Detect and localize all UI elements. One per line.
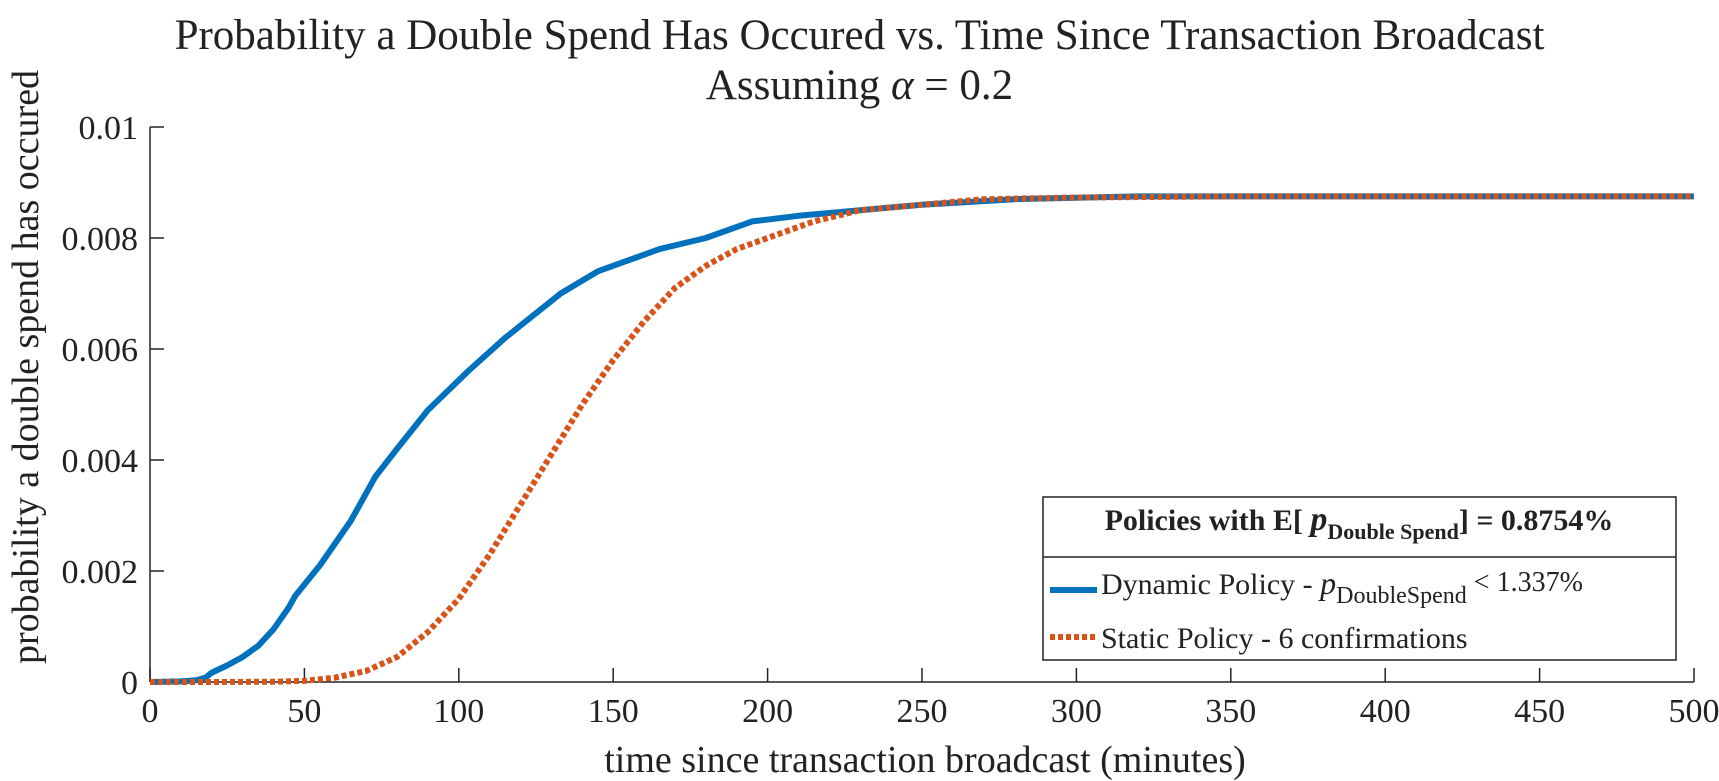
x-tick-label: 0 [142,693,159,730]
legend-dynamic-prefix: Dynamic Policy - [1101,568,1320,601]
series-layer [149,193,1694,685]
legend-title-suffix: ] = 0.8754% [1459,504,1614,537]
y-tick-label: 0.006 [62,332,139,369]
legend-dynamic-sub: DoubleSpend [1336,583,1467,609]
y-tick-label: 0.01 [79,110,139,147]
chart-subtitle-suffix: = 0.2 [913,62,1014,109]
x-tick-label: 150 [588,693,639,730]
x-tick-label: 300 [1051,693,1102,730]
legend-box [1042,496,1677,661]
x-tick-label: 450 [1514,693,1565,730]
x-tick-label: 100 [433,693,484,730]
legend-title: Policies with E[ pDouble Spend] = 0.8754… [1105,501,1614,544]
chart-subtitle-prefix: Assuming [705,62,892,109]
chart-subtitle: Assuming α = 0.2 [0,62,1719,110]
alpha-symbol: α [891,62,914,109]
x-tick-label: 350 [1205,693,1256,730]
legend-title-sub: Double Spend [1327,519,1458,544]
chart-title: Probability a Double Spend Has Occured v… [174,12,1545,59]
y-axis-label: probability a double spend has occured [5,70,47,664]
y-tick-label: 0 [121,665,138,702]
y-tick-label: 0.008 [62,221,139,258]
legend-title-p: p [1307,501,1327,538]
axes: 0 50 100 150 200 250 300 350 400 450 500 0 0.002 0.00… [62,110,1719,730]
x-tick-label: 500 [1669,693,1719,730]
legend: Policies with E[ pDouble Spend] = 0.8754… [1042,496,1677,661]
x-tick-label: 250 [897,693,948,730]
legend-title-prefix: Policies with E[ [1105,504,1311,537]
legend-label-dynamic: Dynamic Policy - pDoubleSpend < 1.337% [1101,565,1583,609]
x-axis-label: time since transaction broadcast (minute… [604,739,1246,781]
y-tick-label: 0.004 [62,443,139,480]
x-tick-label: 200 [742,693,793,730]
series-line-static [150,193,1694,685]
x-tick-label: 400 [1360,693,1411,730]
y-tick-label: 0.002 [62,554,139,591]
legend-dynamic-p: p [1318,565,1336,601]
legend-label-static: Static Policy - 6 confirmations [1101,622,1468,655]
x-tick-label: 50 [287,693,321,730]
legend-dynamic-suffix: < 1.337% [1467,567,1583,598]
